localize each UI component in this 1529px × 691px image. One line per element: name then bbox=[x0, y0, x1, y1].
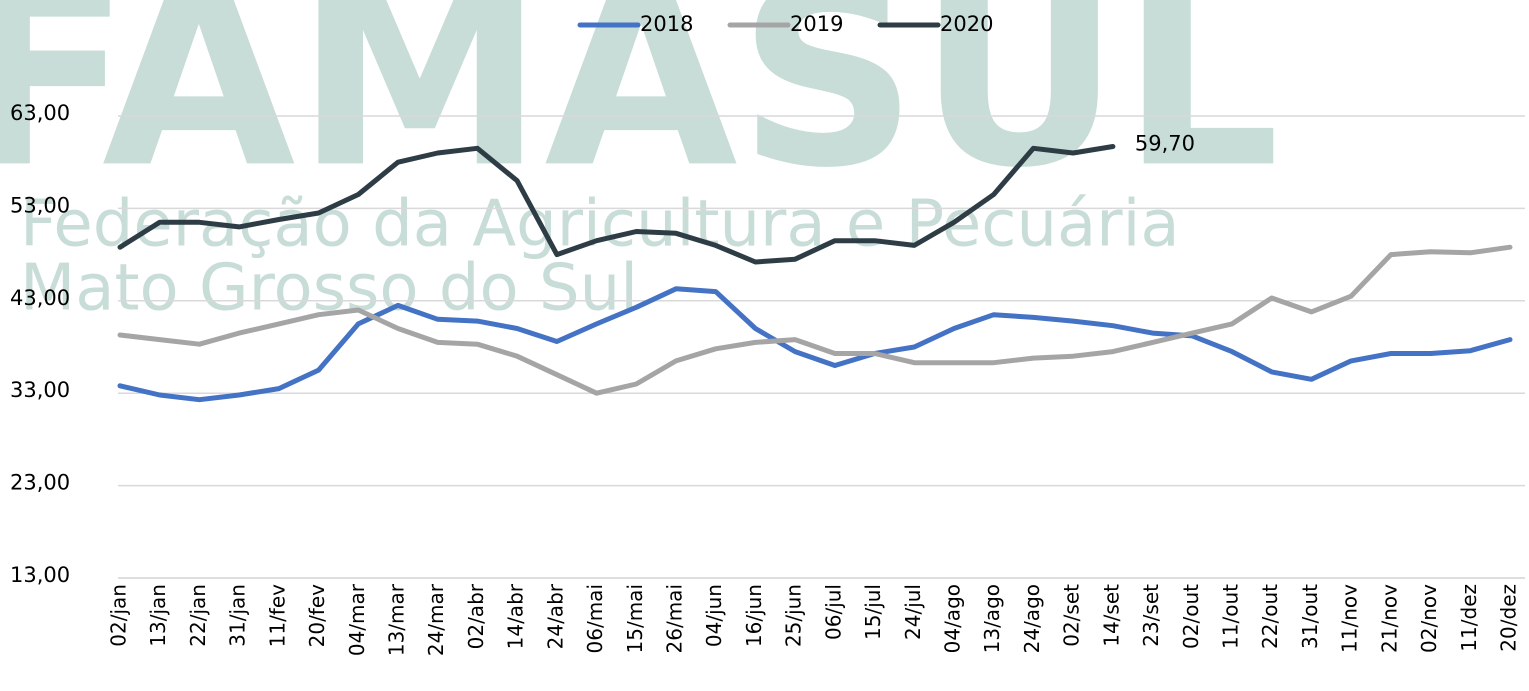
x-tick-label: 24/jul bbox=[901, 584, 925, 640]
x-tick-label: 31/out bbox=[1298, 584, 1322, 649]
legend-label: 2019 bbox=[790, 12, 843, 36]
x-tick-label: 20/dez bbox=[1497, 584, 1521, 652]
y-tick-label: 23,00 bbox=[10, 471, 70, 495]
x-tick-label: 14/set bbox=[1099, 584, 1123, 647]
x-tick-label: 13/jan bbox=[146, 584, 170, 647]
x-tick-label: 06/mai bbox=[583, 584, 607, 653]
y-tick-label: 43,00 bbox=[10, 286, 70, 310]
x-tick-label: 04/jun bbox=[702, 584, 726, 647]
x-tick-label: 06/jul bbox=[821, 584, 845, 640]
x-tick-label: 20/fev bbox=[305, 584, 329, 648]
x-tick-label: 23/set bbox=[1139, 584, 1163, 647]
x-tick-label: 21/nov bbox=[1377, 584, 1401, 653]
y-tick-label: 63,00 bbox=[10, 101, 70, 125]
x-tick-label: 13/mar bbox=[385, 583, 409, 656]
y-tick-label: 53,00 bbox=[10, 193, 70, 217]
x-tick-label: 22/jan bbox=[186, 584, 210, 647]
x-tick-label: 02/nov bbox=[1417, 584, 1441, 653]
x-tick-label: 15/jul bbox=[861, 584, 885, 640]
x-tick-label: 11/nov bbox=[1338, 584, 1362, 653]
x-tick-label: 15/mai bbox=[623, 584, 647, 653]
x-tick-label: 25/jun bbox=[782, 584, 806, 647]
x-tick-label: 02/jan bbox=[107, 584, 131, 647]
legend-label: 2020 bbox=[940, 12, 993, 36]
x-tick-label: 16/jun bbox=[742, 584, 766, 647]
series-line bbox=[117, 286, 1513, 403]
series-line bbox=[117, 244, 1513, 396]
y-tick-label: 13,00 bbox=[10, 563, 70, 587]
watermark-title: FAMASUL bbox=[0, 0, 1280, 222]
x-tick-label: 26/mai bbox=[663, 584, 687, 653]
x-tick-label: 02/abr bbox=[464, 583, 488, 649]
x-tick-label: 31/jan bbox=[226, 584, 250, 647]
x-tick-label: 11/dez bbox=[1457, 584, 1481, 652]
x-tick-label: 22/out bbox=[1258, 584, 1282, 649]
x-tick-label: 24/abr bbox=[543, 583, 567, 649]
series-line bbox=[117, 144, 1116, 265]
x-tick-label: 13/ago bbox=[980, 584, 1004, 653]
data-label: 59,70 bbox=[1135, 131, 1195, 155]
x-tick-label: 11/out bbox=[1219, 584, 1243, 649]
y-tick-label: 33,00 bbox=[10, 378, 70, 402]
legend-label: 2018 bbox=[640, 12, 693, 36]
x-tick-label: 02/out bbox=[1179, 584, 1203, 649]
x-tick-label: 04/ago bbox=[941, 584, 965, 653]
x-tick-label: 24/ago bbox=[1020, 584, 1044, 653]
x-tick-label: 02/set bbox=[1060, 584, 1084, 647]
x-tick-label: 11/fev bbox=[265, 584, 289, 648]
x-tick-label: 04/mar bbox=[345, 583, 369, 656]
x-tick-label: 24/mar bbox=[424, 583, 448, 656]
x-tick-label: 14/abr bbox=[504, 583, 528, 649]
